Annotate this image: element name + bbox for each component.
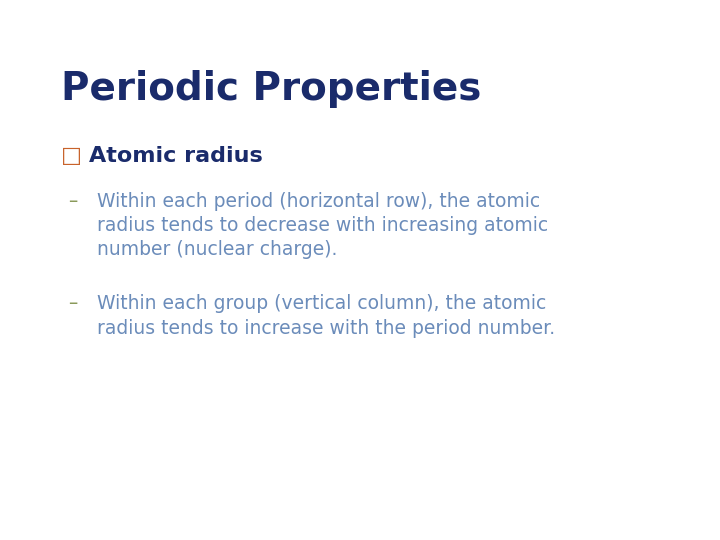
Text: Atomic radius: Atomic radius xyxy=(89,146,262,166)
Text: □: □ xyxy=(61,146,82,166)
Text: –: – xyxy=(68,192,78,211)
Text: Within each period (horizontal row), the atomic
radius tends to decrease with in: Within each period (horizontal row), the… xyxy=(97,192,549,259)
Text: Periodic Properties: Periodic Properties xyxy=(61,70,482,108)
Text: Within each group (vertical column), the atomic
radius tends to increase with th: Within each group (vertical column), the… xyxy=(97,294,555,338)
Text: –: – xyxy=(68,294,78,313)
